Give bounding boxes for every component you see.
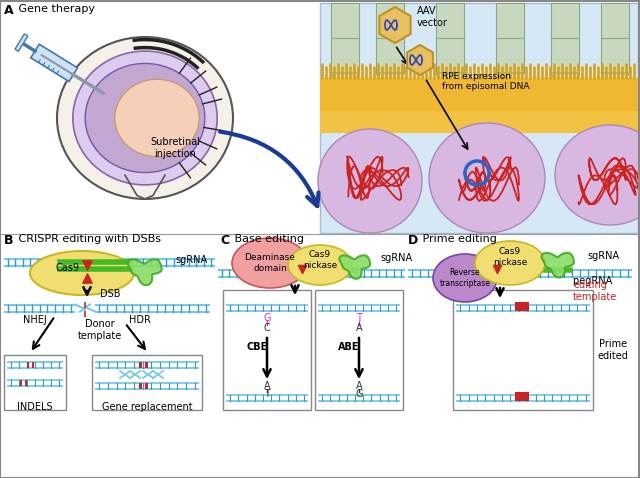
Text: NHEJ: NHEJ — [23, 315, 47, 325]
Bar — [315, 290, 403, 410]
Bar — [493, 270, 507, 276]
Text: Base editing: Base editing — [231, 234, 304, 244]
Bar — [436, 3, 464, 73]
Text: Deaminase
domain: Deaminase domain — [244, 253, 296, 273]
Bar — [515, 302, 529, 311]
Ellipse shape — [288, 245, 352, 285]
Polygon shape — [380, 7, 411, 43]
Ellipse shape — [232, 238, 308, 288]
Bar — [496, 3, 524, 73]
Point — [82, 274, 92, 282]
Polygon shape — [541, 253, 574, 278]
Text: Cas9
nickase: Cas9 nickase — [303, 250, 337, 270]
Bar — [601, 3, 629, 73]
Text: ABE: ABE — [339, 342, 360, 352]
Point — [82, 261, 92, 269]
Bar — [515, 392, 529, 401]
Bar — [453, 290, 593, 410]
Bar — [320, 78, 638, 133]
Text: INDELS: INDELS — [17, 402, 53, 412]
Text: G: G — [355, 389, 363, 399]
Polygon shape — [376, 73, 404, 88]
Polygon shape — [339, 255, 371, 279]
Polygon shape — [496, 73, 524, 88]
Text: editing
template: editing template — [573, 280, 617, 302]
Text: Prime editing: Prime editing — [419, 234, 497, 244]
Text: AAV
vector: AAV vector — [417, 6, 448, 28]
Bar — [4, 355, 66, 410]
Ellipse shape — [433, 254, 497, 302]
Text: B: B — [4, 234, 13, 247]
Bar — [223, 290, 311, 410]
Text: G: G — [263, 313, 271, 323]
Ellipse shape — [30, 251, 134, 295]
Bar — [138, 383, 141, 389]
Text: T: T — [356, 313, 362, 323]
Bar — [92, 355, 202, 410]
Ellipse shape — [115, 79, 199, 157]
Bar — [551, 3, 579, 73]
Text: Reverse
transcriptase: Reverse transcriptase — [440, 268, 490, 288]
FancyArrowPatch shape — [220, 131, 319, 206]
Bar — [376, 3, 404, 73]
Text: C: C — [220, 234, 229, 247]
Polygon shape — [551, 73, 579, 88]
Text: DSB: DSB — [100, 289, 120, 299]
Bar — [138, 362, 141, 368]
Text: sgRNA: sgRNA — [587, 251, 619, 261]
Bar — [32, 362, 35, 368]
Bar — [331, 3, 359, 73]
Text: Subretinal
injection: Subretinal injection — [150, 137, 200, 159]
Bar — [25, 380, 28, 386]
Text: Donor
template: Donor template — [78, 319, 122, 341]
Ellipse shape — [475, 241, 545, 285]
Ellipse shape — [318, 129, 422, 233]
Bar — [145, 383, 147, 389]
Bar — [145, 362, 147, 368]
Text: C: C — [264, 323, 270, 333]
Point — [297, 265, 307, 273]
Text: CBE: CBE — [246, 342, 268, 352]
Bar — [320, 3, 638, 233]
Text: D: D — [408, 234, 419, 247]
Text: Prime
edited: Prime edited — [598, 339, 628, 361]
Polygon shape — [407, 45, 433, 75]
Text: A: A — [264, 381, 270, 391]
Text: A: A — [4, 4, 13, 17]
Text: sgRNA: sgRNA — [380, 253, 412, 263]
Polygon shape — [601, 73, 629, 88]
Text: Cas9: Cas9 — [56, 263, 80, 273]
Polygon shape — [128, 260, 162, 285]
Bar — [27, 362, 29, 368]
Text: Cas9
nickase: Cas9 nickase — [493, 247, 527, 267]
Text: A: A — [356, 323, 362, 333]
Ellipse shape — [57, 37, 233, 199]
Text: A: A — [356, 381, 362, 391]
Bar — [20, 380, 22, 386]
Text: HDR: HDR — [129, 315, 151, 325]
Ellipse shape — [73, 51, 217, 185]
Text: Gene replacement: Gene replacement — [102, 402, 192, 412]
Text: Gene therapy: Gene therapy — [15, 4, 95, 14]
Text: RPE expression
from episomal DNA: RPE expression from episomal DNA — [442, 72, 529, 91]
Text: CRISPR editing with DSBs: CRISPR editing with DSBs — [15, 234, 161, 244]
Ellipse shape — [555, 125, 640, 225]
Text: sgRNA: sgRNA — [175, 255, 207, 265]
Text: pegRNA: pegRNA — [573, 276, 616, 286]
Ellipse shape — [85, 64, 205, 173]
Polygon shape — [15, 34, 28, 51]
Point — [492, 265, 502, 273]
Polygon shape — [331, 73, 359, 88]
Ellipse shape — [429, 123, 545, 233]
Polygon shape — [31, 44, 77, 81]
Bar — [320, 111, 638, 133]
Polygon shape — [436, 73, 464, 88]
Text: T: T — [264, 389, 270, 399]
